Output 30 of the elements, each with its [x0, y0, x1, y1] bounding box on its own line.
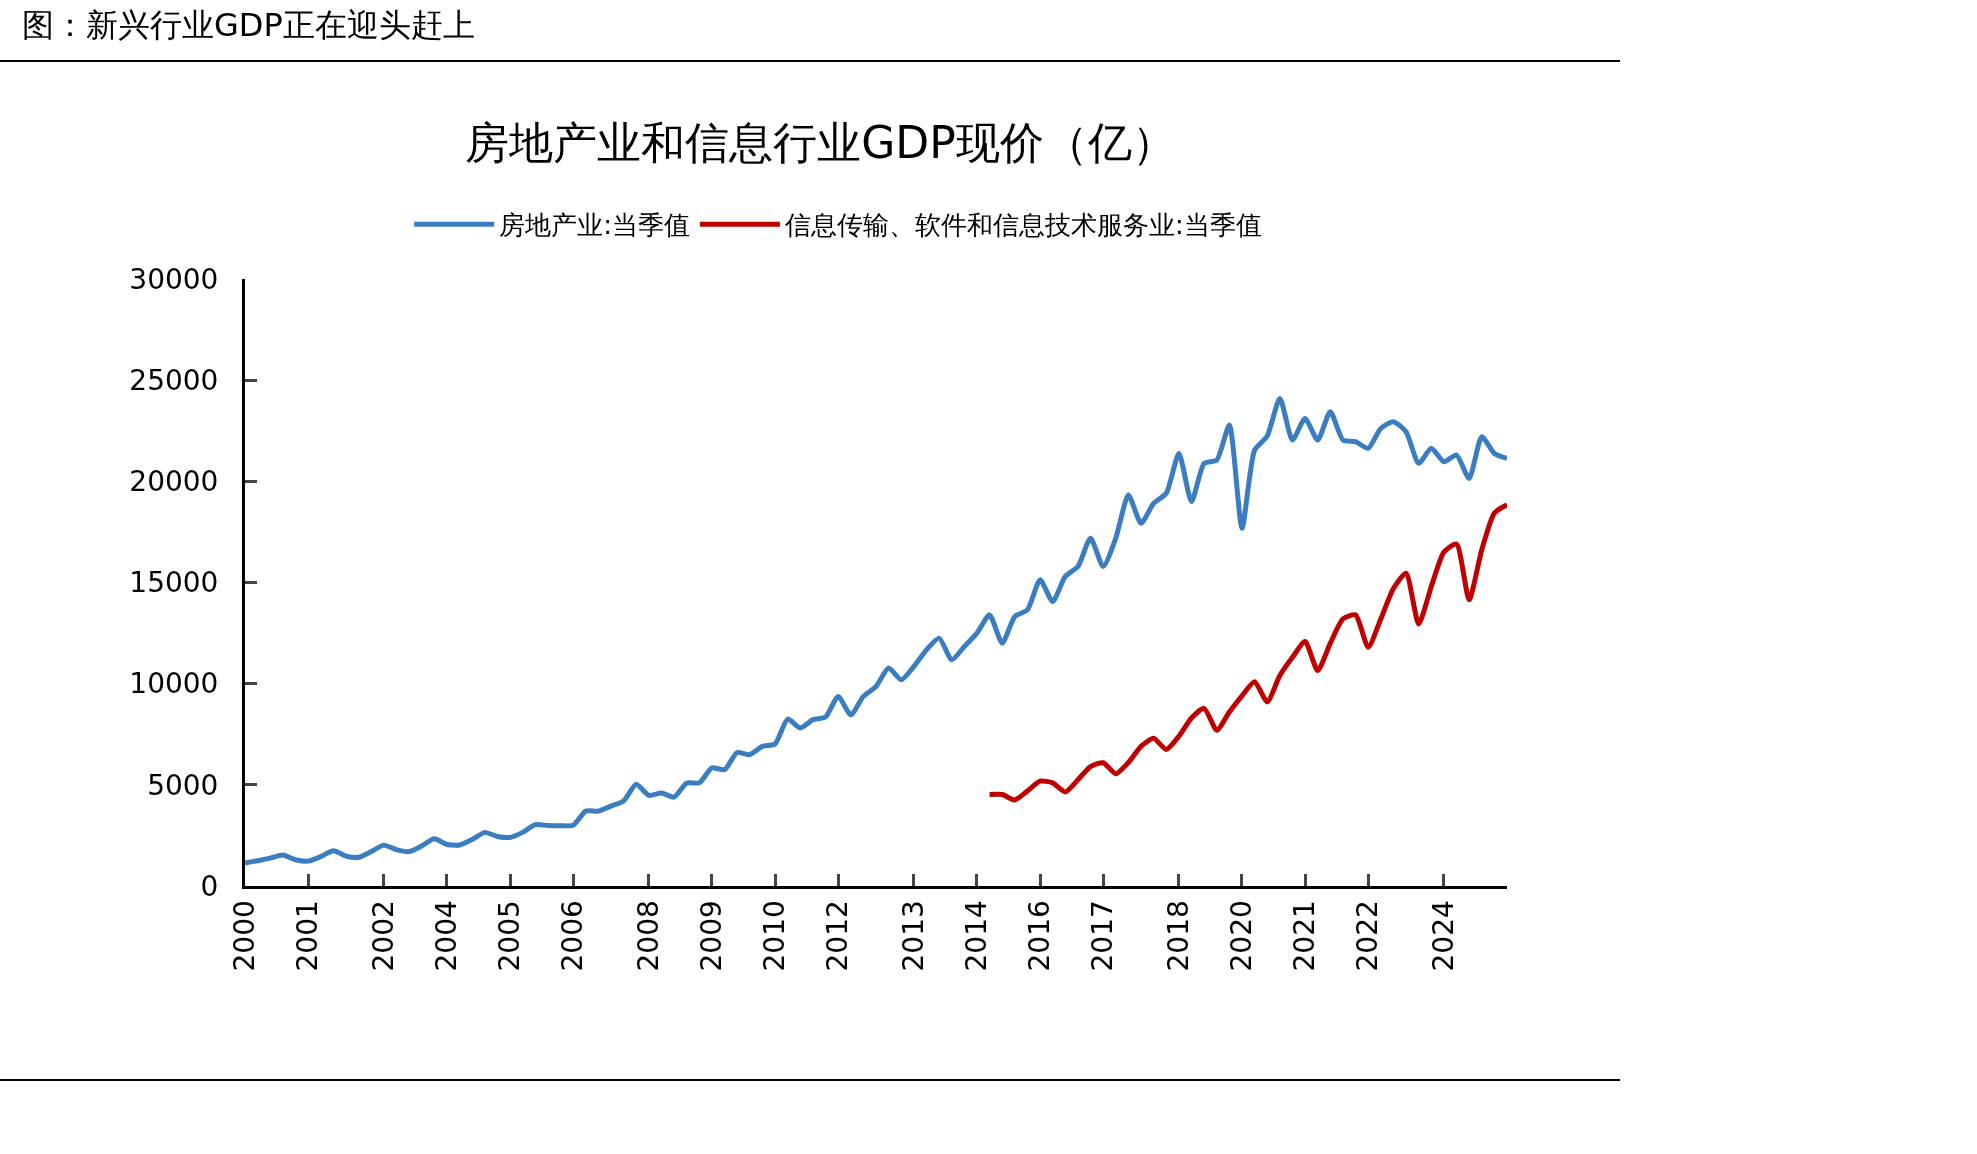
x-tick-label: 2014: [960, 900, 994, 972]
x-tick-label: 2000: [228, 900, 262, 972]
y-tick-label: 0: [200, 869, 219, 903]
x-tick-label: 2009: [695, 900, 729, 972]
x-tick-label: 2001: [291, 900, 325, 972]
y-tick-label: 10000: [129, 667, 219, 701]
x-tick-label: 2016: [1023, 900, 1057, 972]
x-tick-label: 2010: [758, 900, 792, 972]
x-tick-label: 2020: [1225, 900, 1259, 972]
y-tick-label: 20000: [129, 465, 219, 499]
y-tick-label: 25000: [129, 363, 219, 397]
x-tick-label: 2022: [1351, 900, 1385, 972]
legend-label: 信息传输、软件和信息技术服务业:当季值: [784, 210, 1262, 241]
y-tick-label: 30000: [129, 262, 219, 296]
x-tick-label: 2012: [821, 900, 855, 972]
x-tick-label: 2006: [556, 900, 590, 972]
y-tick-label: 15000: [129, 566, 219, 600]
x-tick-label: 2013: [896, 900, 930, 972]
x-tick-label: 2018: [1161, 900, 1195, 972]
chart-subtitle: 房地产业和信息行业GDP现价（亿）: [465, 117, 1176, 169]
x-tick-label: 2004: [430, 900, 464, 972]
x-tick-label: 2021: [1288, 900, 1322, 972]
chart-title: 图：新兴行业GDP正在迎头赶上: [0, 0, 1620, 62]
x-tick-label: 2008: [631, 900, 665, 972]
legend-label: 房地产业:当季值: [499, 210, 690, 241]
x-tick-label: 2005: [493, 900, 527, 972]
x-tick-label: 2017: [1086, 900, 1120, 972]
y-tick-label: 5000: [147, 768, 219, 802]
x-tick-label: 2024: [1427, 900, 1460, 972]
x-tick-label: 2002: [366, 900, 400, 972]
